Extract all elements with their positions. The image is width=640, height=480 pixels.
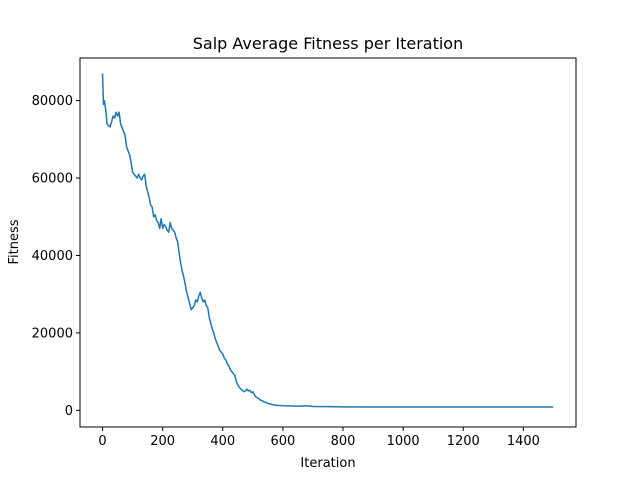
x-tick-label: 1200 bbox=[447, 434, 480, 449]
x-tick-label: 1400 bbox=[507, 434, 540, 449]
y-tick-label: 20000 bbox=[32, 326, 73, 341]
axes-frame bbox=[79, 57, 577, 428]
plot-area: 0 200 400 600 800 1000 1200 1400 0 20000 40000 6000… bbox=[32, 57, 577, 449]
y-tick-label: 0 bbox=[65, 404, 73, 419]
x-tick-label: 1000 bbox=[387, 434, 420, 449]
x-tick-label: 0 bbox=[98, 434, 106, 449]
chart-title: Salp Average Fitness per Iteration bbox=[193, 34, 463, 53]
series-line bbox=[101, 73, 554, 408]
y-tick-label: 40000 bbox=[32, 249, 73, 264]
x-tick-label: 800 bbox=[331, 434, 356, 449]
x-tick-label: 200 bbox=[150, 434, 175, 449]
x-axis-label: Iteration bbox=[300, 456, 355, 471]
x-tick-label: 600 bbox=[270, 434, 295, 449]
x-tick-label: 400 bbox=[210, 434, 235, 449]
y-axis-label: Fitness bbox=[7, 219, 22, 264]
y-tick-label: 60000 bbox=[32, 172, 73, 187]
y-tick-label: 80000 bbox=[32, 94, 73, 109]
